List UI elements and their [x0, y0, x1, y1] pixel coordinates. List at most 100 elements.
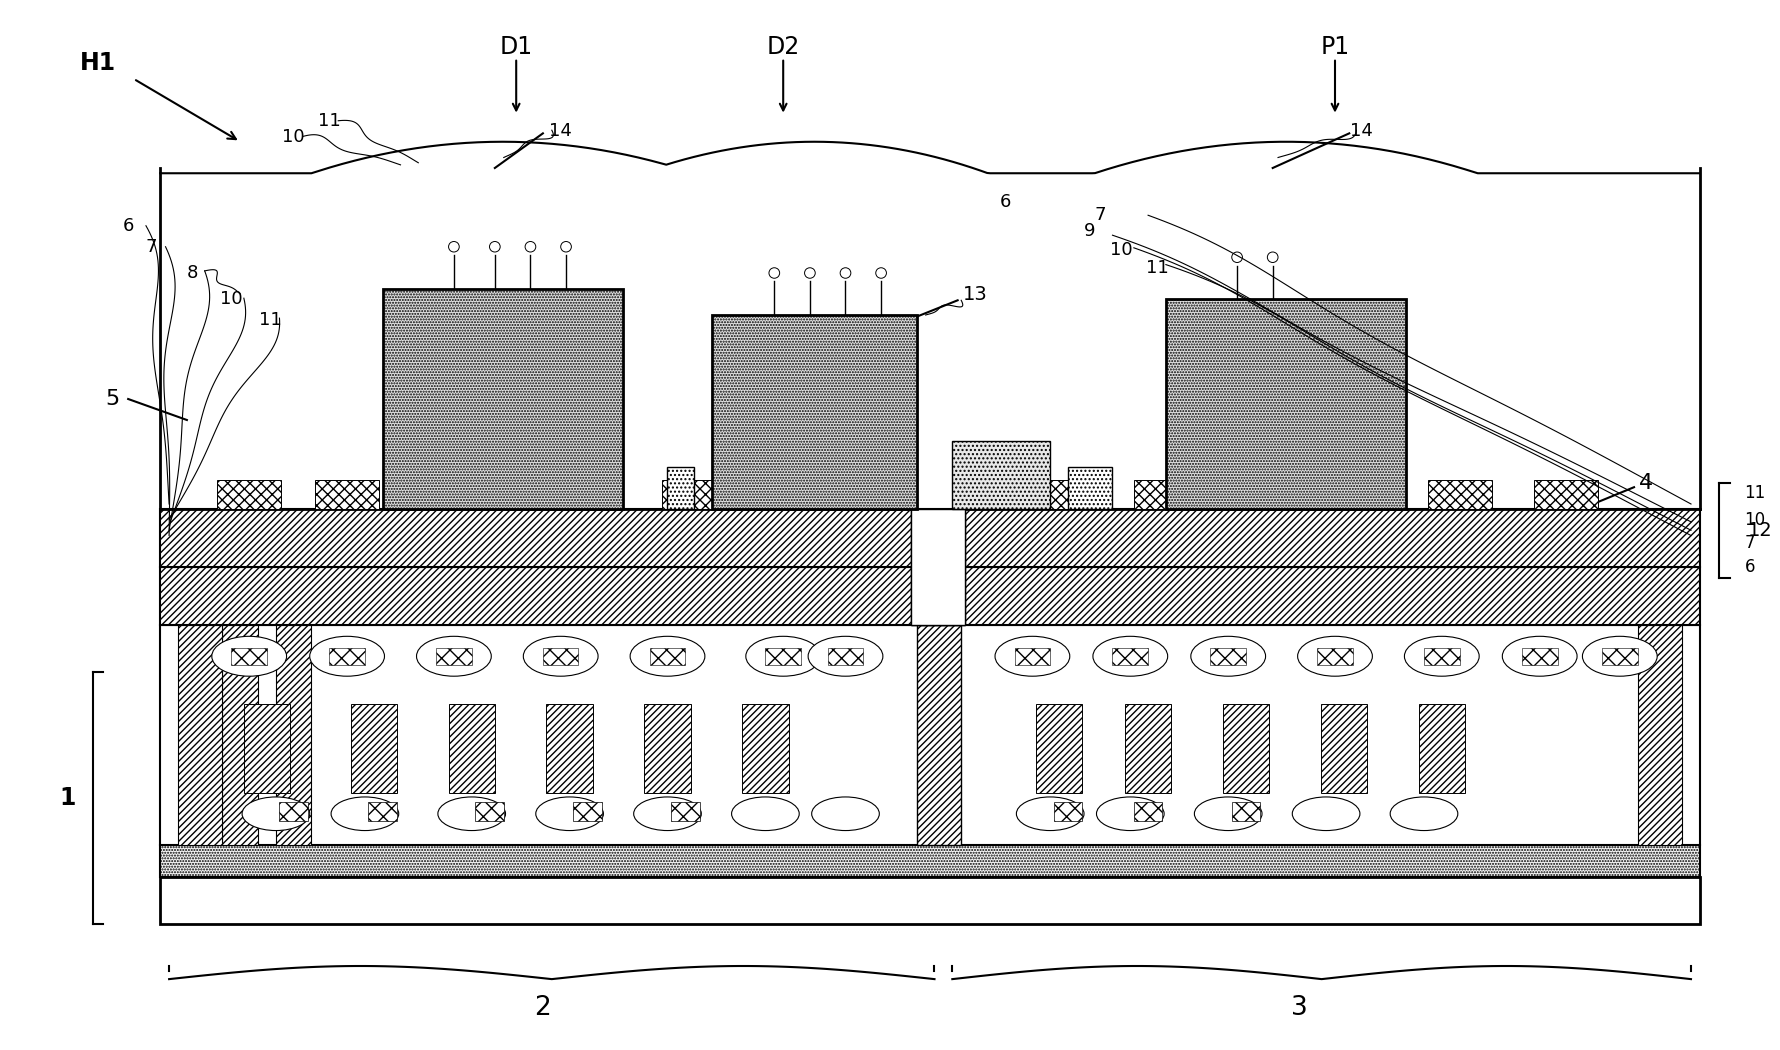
Bar: [1602, 648, 1638, 665]
Bar: [1166, 299, 1406, 509]
Bar: [368, 802, 397, 821]
Ellipse shape: [812, 797, 879, 831]
Bar: [160, 877, 1700, 924]
Text: P1: P1: [1321, 36, 1349, 59]
Text: 6: 6: [123, 216, 134, 235]
Bar: [1638, 625, 1682, 845]
Bar: [1428, 480, 1492, 509]
Ellipse shape: [1404, 636, 1479, 676]
Bar: [475, 802, 504, 821]
Bar: [160, 509, 1700, 567]
Bar: [449, 704, 495, 793]
Text: 14: 14: [550, 122, 571, 141]
Bar: [1125, 704, 1171, 793]
Bar: [828, 648, 863, 665]
Bar: [279, 802, 308, 821]
Text: 11: 11: [260, 311, 281, 330]
Ellipse shape: [1502, 636, 1577, 676]
Ellipse shape: [536, 797, 603, 831]
Bar: [178, 625, 222, 845]
Bar: [1534, 480, 1598, 509]
Ellipse shape: [310, 636, 384, 676]
Text: 4: 4: [1639, 472, 1654, 493]
Ellipse shape: [1292, 797, 1360, 831]
Bar: [911, 509, 965, 625]
Text: D1: D1: [500, 36, 532, 59]
Bar: [329, 648, 365, 665]
Bar: [644, 704, 691, 793]
Ellipse shape: [840, 268, 851, 278]
Ellipse shape: [1194, 797, 1262, 831]
Text: 10: 10: [221, 290, 242, 309]
Bar: [662, 480, 726, 509]
Bar: [1232, 480, 1296, 509]
Bar: [1424, 648, 1460, 665]
Bar: [765, 648, 801, 665]
Ellipse shape: [438, 797, 506, 831]
Bar: [431, 480, 495, 509]
Ellipse shape: [417, 636, 491, 676]
Ellipse shape: [523, 636, 598, 676]
Bar: [231, 648, 267, 665]
Text: 10: 10: [1744, 510, 1766, 529]
Ellipse shape: [769, 268, 780, 278]
Bar: [160, 567, 1700, 625]
Bar: [546, 704, 593, 793]
Bar: [160, 845, 1700, 877]
Ellipse shape: [1093, 636, 1168, 676]
Ellipse shape: [1232, 252, 1242, 262]
Bar: [911, 509, 965, 625]
Text: 10: 10: [283, 127, 304, 146]
Bar: [1330, 480, 1394, 509]
Ellipse shape: [1390, 797, 1458, 831]
Bar: [917, 625, 961, 845]
Ellipse shape: [746, 636, 821, 676]
Text: 13: 13: [963, 285, 988, 303]
Ellipse shape: [805, 268, 815, 278]
Ellipse shape: [1267, 252, 1278, 262]
Ellipse shape: [1298, 636, 1372, 676]
Bar: [543, 648, 578, 665]
Ellipse shape: [561, 242, 571, 252]
Text: H1: H1: [80, 51, 116, 75]
Bar: [742, 704, 789, 793]
Bar: [1321, 704, 1367, 793]
Bar: [573, 802, 602, 821]
Bar: [1223, 704, 1269, 793]
Bar: [436, 648, 472, 665]
Bar: [222, 625, 258, 845]
Bar: [1054, 802, 1082, 821]
Text: 11: 11: [319, 111, 340, 130]
Bar: [751, 480, 815, 509]
Ellipse shape: [1096, 797, 1164, 831]
Bar: [244, 704, 290, 793]
Bar: [217, 480, 281, 509]
Bar: [315, 480, 379, 509]
Ellipse shape: [808, 636, 883, 676]
Bar: [351, 704, 397, 793]
Ellipse shape: [490, 242, 500, 252]
Bar: [1112, 648, 1148, 665]
Text: 5: 5: [105, 388, 119, 410]
Bar: [1317, 648, 1353, 665]
Bar: [1036, 704, 1082, 793]
Ellipse shape: [732, 797, 799, 831]
Bar: [952, 441, 1050, 509]
Bar: [650, 648, 685, 665]
Ellipse shape: [449, 242, 459, 252]
Text: 7: 7: [1744, 533, 1755, 552]
Text: 7: 7: [146, 237, 157, 256]
Bar: [712, 315, 917, 509]
Bar: [383, 289, 623, 509]
Ellipse shape: [1016, 797, 1084, 831]
Ellipse shape: [242, 797, 310, 831]
Text: 2: 2: [534, 995, 552, 1021]
Ellipse shape: [630, 636, 705, 676]
Ellipse shape: [876, 268, 886, 278]
Text: 7: 7: [1095, 206, 1105, 225]
Text: 9: 9: [1084, 222, 1095, 240]
Text: 1: 1: [59, 786, 77, 810]
Bar: [1232, 802, 1260, 821]
Text: 3: 3: [1290, 995, 1308, 1021]
Ellipse shape: [1191, 636, 1266, 676]
